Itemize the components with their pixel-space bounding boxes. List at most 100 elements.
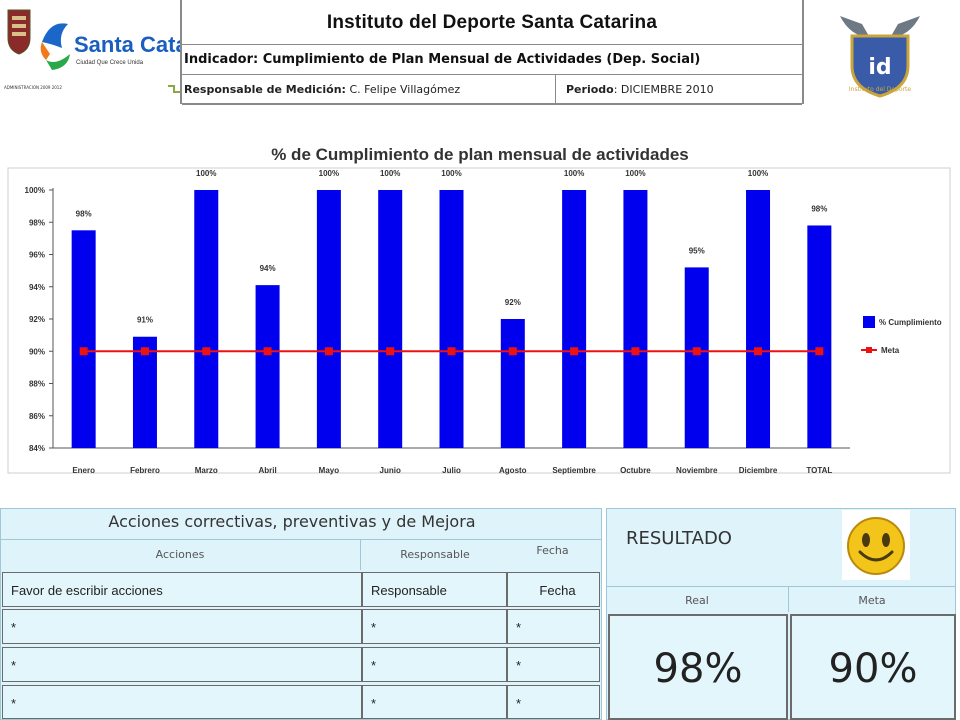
x-tick-label: Noviembre xyxy=(676,466,718,475)
action-cell[interactable]: * xyxy=(2,685,362,719)
x-tick-label: Febrero xyxy=(130,466,160,475)
meta-point xyxy=(140,347,149,356)
meta-point xyxy=(263,347,272,356)
legend-swatch-meta xyxy=(866,347,872,353)
meta-point xyxy=(324,347,333,356)
action-cell[interactable]: * xyxy=(362,685,507,719)
y-tick-label: 98% xyxy=(29,218,45,227)
actions-col-acciones: Acciones xyxy=(155,548,205,561)
periodo: Periodo: DICIEMBRE 2010 xyxy=(566,83,714,96)
bar xyxy=(500,319,525,448)
x-tick-label: Diciembre xyxy=(739,466,778,475)
data-label: 100% xyxy=(564,169,584,178)
org-title: Instituto del Deporte Santa Catarina xyxy=(326,12,658,33)
action-cell[interactable]: Favor de escribir acciones xyxy=(2,572,362,607)
svg-text:Ciudad Que Crece Unida: Ciudad Que Crece Unida xyxy=(76,60,144,66)
compliance-bar-chart: % de Cumplimiento de plan mensual de act… xyxy=(7,145,951,475)
meta-point xyxy=(570,347,579,356)
legend-swatch-cumplimiento xyxy=(863,316,875,328)
shield-icon xyxy=(850,34,910,98)
responsable-medicion: Responsable de Medición: C. Felipe Villa… xyxy=(184,83,461,96)
data-label: 91% xyxy=(137,316,153,325)
data-label: 100% xyxy=(625,169,645,178)
y-tick-label: 94% xyxy=(29,283,45,292)
x-tick-label: Octubre xyxy=(620,466,651,475)
meta-point xyxy=(79,347,88,356)
x-tick-label: Enero xyxy=(72,466,95,475)
x-tick-label: Mayo xyxy=(319,466,340,475)
bar xyxy=(71,230,96,448)
action-cell[interactable]: * xyxy=(507,685,600,719)
real-label: Real xyxy=(685,594,709,607)
x-tick-label: Marzo xyxy=(195,466,218,475)
x-tick-label: Agosto xyxy=(499,466,527,475)
bar xyxy=(807,225,832,448)
svg-text:Instituto del Deporte: Instituto del Deporte xyxy=(849,86,911,93)
action-cell[interactable]: * xyxy=(2,647,362,682)
chart-frame xyxy=(7,167,951,474)
legend-label-cumplimiento: % Cumplimiento xyxy=(879,318,942,327)
action-cell[interactable]: * xyxy=(362,609,507,644)
x-tick-label: Junio xyxy=(380,466,401,475)
meta-point xyxy=(386,347,395,356)
bar xyxy=(439,190,464,448)
city-shield-icon xyxy=(7,9,31,55)
legend-label-meta: Meta xyxy=(881,346,900,355)
x-tick-label: Septiembre xyxy=(552,466,596,475)
x-tick-label: TOTAL xyxy=(806,466,832,475)
meta-point xyxy=(754,347,763,356)
action-cell[interactable]: * xyxy=(362,647,507,682)
data-label: 100% xyxy=(196,169,216,178)
data-label: 100% xyxy=(319,169,339,178)
meta-point xyxy=(447,347,456,356)
y-tick-label: 86% xyxy=(29,412,45,421)
header: ADMINISTRACION 2009 2012 Santa Catarina … xyxy=(0,0,960,106)
y-tick-label: 96% xyxy=(29,251,45,260)
bar xyxy=(255,285,280,448)
actions-col-responsable: Responsable xyxy=(400,548,470,561)
bar xyxy=(562,190,587,448)
real-value: 98% xyxy=(653,646,743,692)
resultado-title: RESULTADO xyxy=(626,528,732,549)
meta-point xyxy=(692,347,701,356)
instituto-deporte-logo: id Instituto del Deporte xyxy=(830,6,930,100)
chart-title: % de Cumplimiento de plan mensual de act… xyxy=(271,145,689,164)
bar xyxy=(316,190,341,448)
data-label: 98% xyxy=(76,209,92,218)
bar xyxy=(623,190,648,448)
bar xyxy=(194,190,219,448)
svg-text:Santa Catarina: Santa Catarina xyxy=(74,32,180,57)
action-cell[interactable]: Responsable xyxy=(362,572,507,607)
santa-catarina-emblem-icon xyxy=(40,23,70,70)
action-cell[interactable]: Fecha xyxy=(507,572,600,607)
eagle-wings-icon xyxy=(840,16,920,38)
action-cell[interactable]: * xyxy=(2,609,362,644)
meta-value: 90% xyxy=(828,646,918,692)
data-label: 92% xyxy=(505,298,521,307)
chart-panel: % de Cumplimiento de plan mensual de act… xyxy=(0,128,960,500)
action-cell[interactable]: * xyxy=(507,647,600,682)
meta-point xyxy=(202,347,211,356)
y-tick-label: 90% xyxy=(29,347,45,356)
meta-point xyxy=(508,347,517,356)
santa-catarina-logo: ADMINISTRACION 2009 2012 Santa Catarina … xyxy=(2,2,229,102)
data-label: 94% xyxy=(260,264,276,273)
bar xyxy=(746,190,771,448)
svg-text:id: id xyxy=(868,55,891,80)
data-label: 98% xyxy=(811,204,827,213)
y-tick-label: 100% xyxy=(25,186,45,195)
bar xyxy=(132,336,157,448)
x-tick-label: Abril xyxy=(258,466,276,475)
bar xyxy=(684,267,709,448)
real-value-cell: 98% xyxy=(608,614,788,720)
svg-text:ADMINISTRACION 2009 2012: ADMINISTRACION 2009 2012 xyxy=(4,85,62,90)
action-cell[interactable]: * xyxy=(507,609,600,644)
y-tick-label: 88% xyxy=(29,380,45,389)
y-tick-label: 84% xyxy=(29,444,45,453)
indicator-label: Indicador: Cumplimiento de Plan Mensual … xyxy=(184,52,701,67)
actions-title: Acciones correctivas, preventivas y de M… xyxy=(108,512,476,531)
x-tick-label: Julio xyxy=(442,466,461,475)
data-label: 95% xyxy=(689,246,705,255)
meta-point xyxy=(815,347,824,356)
bar xyxy=(378,190,403,448)
